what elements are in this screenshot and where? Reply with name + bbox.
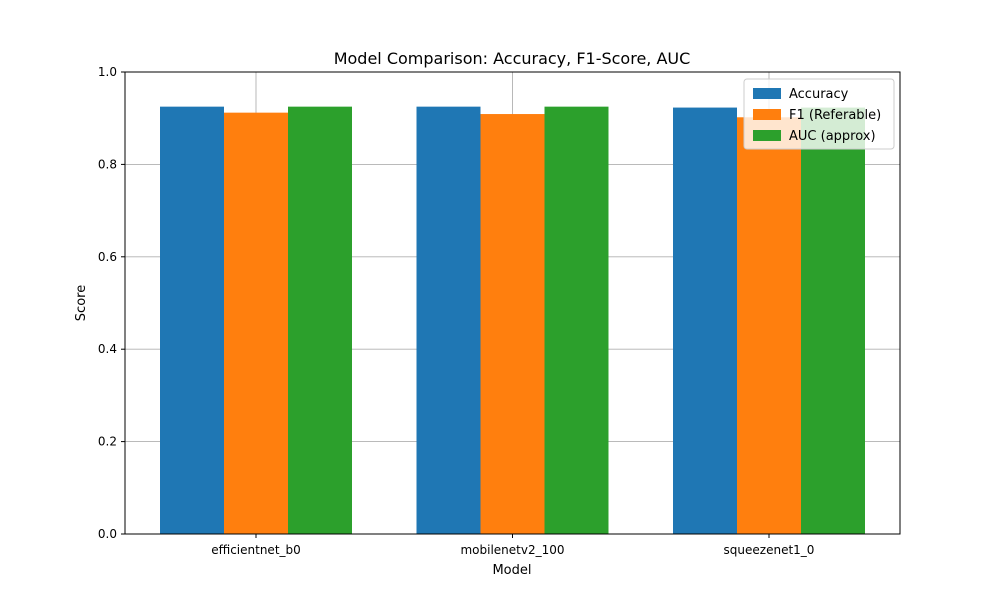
legend: Accuracy F1 (Referable) AUC (approx) <box>743 78 895 150</box>
bar-f1-referable- <box>737 117 801 534</box>
bar-auc-approx- <box>544 106 609 535</box>
bars-layer <box>160 106 865 535</box>
bar-accuracy <box>160 106 224 535</box>
legend-label: Accuracy <box>789 87 849 102</box>
x-tick-label: mobilenetv2_100 <box>460 543 564 557</box>
x-axis-label: Model <box>492 563 531 578</box>
chart-title: Model Comparison: Accuracy, F1-Score, AU… <box>334 49 691 68</box>
y-tick-label: 1.0 <box>98 65 117 79</box>
bar-accuracy <box>673 107 737 534</box>
legend-label: F1 (Referable) <box>789 108 881 123</box>
y-tick-label: 0.2 <box>98 435 117 449</box>
bar-f1-referable- <box>480 114 545 535</box>
bar-auc-approx- <box>288 106 352 535</box>
legend-swatch <box>753 88 781 99</box>
y-tick-label: 0.6 <box>98 250 117 264</box>
bar-f1-referable- <box>224 112 288 534</box>
legend-box <box>743 78 895 150</box>
y-tick-label: 0.4 <box>98 342 117 356</box>
y-tick-label: 0.0 <box>98 527 117 541</box>
y-axis-label: Score <box>74 285 89 321</box>
x-tick-label: efficientnet_b0 <box>211 543 301 557</box>
ticks-layer: 0.0 0.2 0.4 0.6 0.8 1.0 efficientnet_b0 mobilen… <box>98 65 815 557</box>
legend-label: AUC (approx) <box>789 129 876 144</box>
y-tick-label: 0.8 <box>98 157 117 171</box>
x-tick-label: squeezenet1_0 <box>724 543 815 557</box>
bar-accuracy <box>416 106 481 535</box>
bar-auc-approx- <box>801 107 865 534</box>
legend-swatch <box>753 130 781 141</box>
legend-swatch <box>753 109 781 120</box>
